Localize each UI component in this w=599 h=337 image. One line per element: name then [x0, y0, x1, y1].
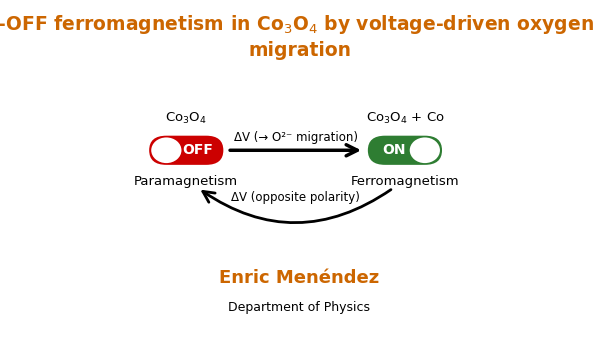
Text: ON-OFF ferromagnetism in Co$_3$O$_4$ by voltage-driven oxygen ion
migration: ON-OFF ferromagnetism in Co$_3$O$_4$ by …	[0, 13, 599, 60]
Text: Co$_3$O$_4$ + Co: Co$_3$O$_4$ + Co	[365, 111, 444, 126]
Text: OFF: OFF	[182, 143, 213, 157]
Text: Enric Menéndez: Enric Menéndez	[219, 269, 380, 287]
Text: ΔV (opposite polarity): ΔV (opposite polarity)	[231, 191, 360, 204]
FancyBboxPatch shape	[149, 136, 223, 165]
Text: Ferromagnetism: Ferromagnetism	[350, 175, 459, 188]
Circle shape	[151, 137, 181, 163]
Text: ΔV (→ O²⁻ migration): ΔV (→ O²⁻ migration)	[234, 131, 358, 144]
Text: Paramagnetism: Paramagnetism	[134, 175, 238, 188]
Text: Department of Physics: Department of Physics	[228, 301, 371, 314]
Circle shape	[410, 137, 440, 163]
Text: Co$_3$O$_4$: Co$_3$O$_4$	[165, 111, 207, 126]
FancyBboxPatch shape	[368, 136, 442, 165]
FancyArrowPatch shape	[203, 190, 391, 223]
Text: ON: ON	[382, 143, 406, 157]
